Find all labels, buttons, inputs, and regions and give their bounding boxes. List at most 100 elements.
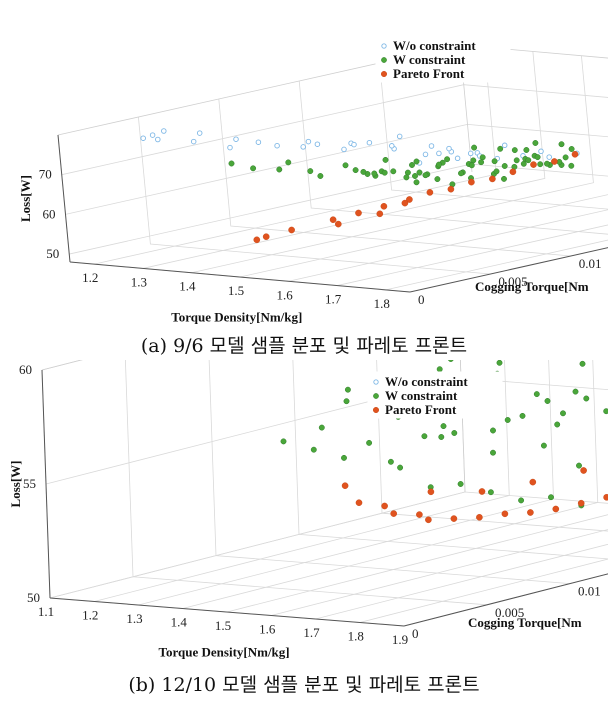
point-w-constraint <box>540 442 547 449</box>
point-w-constraint <box>412 173 418 179</box>
point-pareto-front <box>571 150 579 158</box>
point-pareto-front <box>476 513 483 521</box>
z-tick-label: 60 <box>19 362 32 377</box>
x-tick-label: 1.5 <box>215 618 231 633</box>
point-wo-constraint <box>155 136 161 143</box>
x-tick-label: 1.3 <box>126 611 142 626</box>
point-w-constraint <box>579 360 586 367</box>
y-tick-label: 0 <box>418 292 425 307</box>
point-w-constraint <box>576 462 582 469</box>
legend-marker <box>373 407 380 414</box>
point-pareto-front <box>406 196 413 203</box>
legend-box <box>375 35 511 83</box>
point-w-constraint <box>440 423 447 430</box>
point-w-constraint <box>360 168 367 175</box>
point-w-constraint <box>318 424 325 431</box>
point-w-constraint <box>403 174 410 181</box>
point-w-constraint <box>413 158 420 165</box>
point-wo-constraint <box>305 138 312 145</box>
point-w-constraint <box>603 408 608 415</box>
gridline-x <box>288 209 608 282</box>
y-axis-title: Cogging Torque[Nm <box>468 615 582 630</box>
point-w-constraint <box>342 162 349 169</box>
point-w-constraint <box>310 446 317 453</box>
point-w-constraint <box>413 179 420 186</box>
point-wo-constraint <box>140 135 146 141</box>
point-pareto-front <box>401 199 409 207</box>
point-w-constraint <box>490 427 496 434</box>
chart-panel-b: 1.11.21.31.41.51.61.71.81.900.0050.010.0… <box>0 360 608 704</box>
point-w-constraint <box>451 430 458 436</box>
gridline-x <box>359 558 608 623</box>
point-w-constraint <box>397 464 404 471</box>
point-w-constraint <box>525 157 532 164</box>
y-axis-line <box>403 573 608 627</box>
point-w-constraint <box>276 166 283 173</box>
point-pareto-front <box>501 510 509 518</box>
point-pareto-front <box>334 220 342 228</box>
point-w-constraint <box>387 458 394 465</box>
point-pareto-front <box>329 216 337 223</box>
gridline-z <box>45 377 608 485</box>
x-axis-title: Torque Density[Nm/kg] <box>171 310 302 325</box>
point-wo-constraint <box>396 133 403 140</box>
y-tick-label: 0.01 <box>579 256 602 271</box>
point-w-constraint <box>572 388 579 395</box>
point-wo-constraint <box>314 141 321 147</box>
y-tick-label: 0.005 <box>495 605 524 620</box>
point-w-constraint <box>490 449 496 456</box>
point-w-constraint <box>478 159 485 166</box>
point-w-constraint <box>568 162 575 169</box>
point-w-constraint <box>504 417 511 423</box>
z-tick-label: 50 <box>27 590 40 605</box>
point-w-constraint <box>448 360 454 362</box>
point-w-constraint <box>562 154 569 161</box>
point-w-constraint <box>568 146 575 152</box>
point-wo-constraint <box>227 144 233 151</box>
gridline-x <box>385 239 608 291</box>
legend-marker <box>381 70 388 77</box>
point-pareto-front <box>390 510 398 517</box>
point-w-constraint <box>501 163 508 169</box>
gridline-x <box>271 529 608 616</box>
gridline-z <box>65 123 608 215</box>
point-pareto-front <box>603 494 608 501</box>
point-w-constraint <box>422 172 429 179</box>
point-pareto-front <box>262 233 270 240</box>
point-pareto-front <box>427 488 435 496</box>
point-w-constraint <box>532 140 539 146</box>
point-pareto-front <box>450 515 458 522</box>
y-axis-line <box>409 247 608 293</box>
point-pareto-front <box>468 178 475 186</box>
gridline-x <box>315 543 608 620</box>
z-axis-line <box>57 134 71 263</box>
point-pareto-front <box>253 236 261 244</box>
point-w-constraint <box>511 147 518 154</box>
point-w-constraint <box>479 154 486 161</box>
x-tick-label: 1.1 <box>38 604 54 619</box>
point-wo-constraint <box>422 151 429 158</box>
point-w-constraint <box>487 489 494 496</box>
point-wo-constraint <box>538 148 544 155</box>
point-pareto-front <box>376 210 384 218</box>
point-w-constraint <box>458 170 464 177</box>
point-w-constraint <box>343 398 350 405</box>
gridline-y <box>298 80 608 235</box>
gridline-x <box>226 514 608 613</box>
z-axis-title: Loss[W] <box>8 461 23 508</box>
point-w-constraint <box>501 175 507 182</box>
point-wo-constraint <box>274 142 280 149</box>
gridline-x <box>142 51 546 269</box>
point-pareto-front <box>489 175 496 183</box>
point-wo-constraint <box>341 146 347 153</box>
gridline-x <box>191 55 594 274</box>
point-w-constraint <box>381 169 388 176</box>
point-w-constraint <box>436 366 443 373</box>
point-pareto-front <box>552 505 560 513</box>
gridline-y <box>138 116 491 275</box>
point-wo-constraint <box>546 154 552 160</box>
point-w-constraint <box>228 160 235 167</box>
point-w-constraint <box>583 395 590 402</box>
point-w-constraint <box>457 481 464 487</box>
x-tick-label: 1.4 <box>179 279 196 294</box>
